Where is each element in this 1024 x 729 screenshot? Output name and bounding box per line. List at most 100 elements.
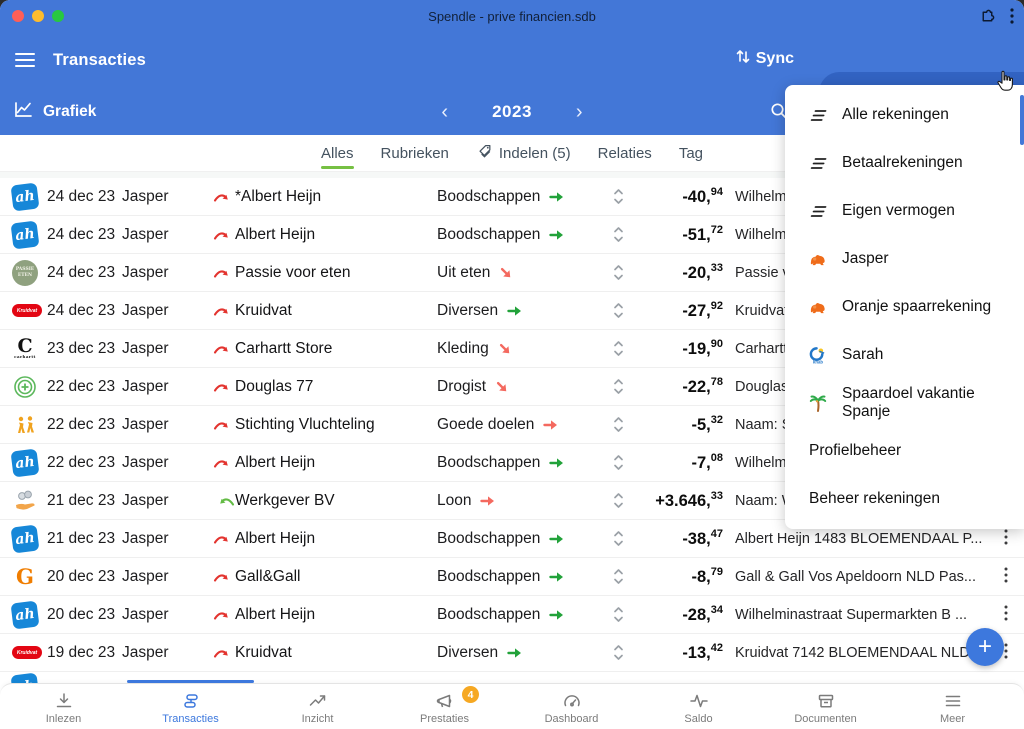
reorder-chevrons-icon[interactable] bbox=[612, 302, 638, 319]
menu-item-oranje-spaarrekening[interactable]: Oranje spaarrekening bbox=[785, 283, 1024, 331]
extension-puzzle-icon[interactable] bbox=[979, 8, 996, 25]
menu-item-label: Profielbeheer bbox=[809, 442, 902, 459]
year-navigation: ‹ 2023 › bbox=[0, 102, 1024, 122]
graph-toggle-button[interactable]: Grafiek bbox=[14, 100, 96, 123]
menu-item-eigen-vermogen[interactable]: Eigen vermogen bbox=[785, 187, 1024, 235]
row-kebab-menu-icon[interactable] bbox=[988, 567, 1024, 586]
kruidvat-logo: Kruidvat bbox=[12, 304, 42, 317]
filter-tab-relaties[interactable]: Relaties bbox=[598, 135, 652, 172]
sync-button[interactable]: Sync bbox=[736, 49, 794, 69]
close-window-button[interactable] bbox=[12, 10, 24, 22]
row-kebab-menu-icon[interactable] bbox=[988, 529, 1024, 548]
menu-item-alle-rekeningen[interactable]: Alle rekeningen bbox=[785, 91, 1024, 139]
bottom-tab-label: Meer bbox=[939, 713, 966, 725]
reorder-chevrons-icon[interactable] bbox=[612, 568, 638, 585]
account-person: Jasper bbox=[122, 453, 169, 471]
knab-icon: knab bbox=[809, 346, 827, 365]
payee-name: Albert Heijn bbox=[235, 453, 316, 471]
payee-name: Kruidvat bbox=[235, 643, 292, 661]
zoom-window-button[interactable] bbox=[52, 10, 64, 22]
bottom-tab-saldo[interactable]: Saldo bbox=[635, 684, 762, 729]
row-kebab-menu-icon[interactable] bbox=[988, 605, 1024, 624]
payee-name: Carhartt Store bbox=[235, 339, 333, 357]
account-person: Jasper bbox=[122, 301, 169, 319]
bottom-tab-inlezen[interactable]: Inlezen bbox=[0, 684, 127, 729]
menu-item-beheer-rekeningen[interactable]: Beheer rekeningen bbox=[785, 475, 1024, 523]
menu-item-betaalrekeningen[interactable]: Betaalrekeningen bbox=[785, 139, 1024, 187]
account-person: Jasper bbox=[122, 415, 169, 433]
transaction-date: 23 dec 23 bbox=[47, 339, 116, 357]
reorder-chevrons-icon[interactable] bbox=[612, 454, 638, 471]
window-kebab-menu-icon[interactable] bbox=[1010, 8, 1014, 24]
bottom-tab-dashboard[interactable]: Dashboard bbox=[508, 684, 635, 729]
bottom-tab-prestaties[interactable]: Prestaties 4 bbox=[381, 684, 508, 729]
category-cell: Goede doelen bbox=[437, 416, 612, 434]
category-label: Boodschappen bbox=[437, 453, 541, 471]
reorder-chevrons-icon[interactable] bbox=[612, 188, 638, 205]
menu-icon bbox=[943, 691, 963, 711]
transaction-row[interactable]: ah 20 dec 23 Jasper Albert Heijn Boodschappe… bbox=[0, 596, 1024, 634]
merchant-logo-cell: ah bbox=[10, 220, 47, 249]
transactions-icon bbox=[181, 691, 201, 711]
menu-hamburger-icon[interactable] bbox=[15, 53, 35, 67]
menu-item-profielbeheer[interactable]: Profielbeheer bbox=[785, 427, 1024, 475]
menu-item-jasper[interactable]: Jasper bbox=[785, 235, 1024, 283]
category-cell: Uit eten bbox=[437, 264, 612, 282]
bottom-tab-label: Prestaties bbox=[420, 713, 469, 725]
reorder-chevrons-icon[interactable] bbox=[612, 378, 638, 395]
menu-item-spaardoel-vakantie-spanje[interactable]: Spaardoel vakantie Spanje bbox=[785, 379, 1024, 427]
category-label: Uit eten bbox=[437, 263, 491, 281]
outgoing-arrow-icon bbox=[213, 608, 235, 621]
reorder-chevrons-icon[interactable] bbox=[612, 606, 638, 623]
account-person: Jasper bbox=[122, 567, 169, 585]
category-label: Diversen bbox=[437, 301, 499, 319]
reorder-chevrons-icon[interactable] bbox=[612, 264, 638, 281]
filter-tab-indelen-5-[interactable]: Indelen (5) bbox=[476, 135, 571, 172]
row-kebab-menu-icon[interactable] bbox=[988, 643, 1024, 662]
menu-item-label: Beheer rekeningen bbox=[809, 490, 940, 507]
table-gap bbox=[0, 172, 1024, 178]
bottom-tab-documenten[interactable]: Documenten bbox=[762, 684, 889, 729]
account-person: Jasper bbox=[122, 187, 169, 205]
menu-item-label: Alle rekeningen bbox=[842, 106, 949, 123]
outgoing-arrow-icon bbox=[213, 418, 235, 431]
transaction-date: 24 dec 23 bbox=[47, 301, 116, 319]
bottom-tab-transacties[interactable]: Transacties bbox=[127, 684, 254, 729]
add-transaction-button[interactable]: + bbox=[966, 628, 1004, 666]
category-cell: Boodschappen bbox=[437, 226, 612, 244]
transaction-date: 21 dec 23 bbox=[47, 491, 116, 509]
scrollbar-thumb[interactable] bbox=[1020, 95, 1024, 145]
transaction-row[interactable]: G 20 dec 23 Jasper Gall&Gall Boodschappen -8,… bbox=[0, 558, 1024, 596]
category-cell: Boodschappen bbox=[437, 530, 612, 548]
reorder-chevrons-icon[interactable] bbox=[612, 492, 638, 509]
filter-tab-rubrieken[interactable]: Rubrieken bbox=[381, 135, 449, 172]
merchant-logo-cell: PASSIE ETEN bbox=[12, 259, 47, 286]
transaction-amount: -28,34 bbox=[682, 604, 723, 624]
albert-heijn-logo: ah bbox=[10, 600, 40, 629]
trend-right-icon bbox=[507, 305, 522, 317]
reorder-chevrons-icon[interactable] bbox=[612, 644, 638, 661]
bottom-tab-inzicht[interactable]: Inzicht bbox=[254, 684, 381, 729]
archive-icon bbox=[816, 691, 836, 711]
transaction-date: 24 dec 23 bbox=[47, 187, 116, 205]
transaction-row[interactable]: Kruidvat 19 dec 23 Jasper Kruidvat Diversen -… bbox=[0, 634, 1024, 672]
outgoing-arrow-icon bbox=[213, 266, 235, 279]
transaction-description: Kruidvat 7142 BLOEMENDAAL NLD... bbox=[735, 644, 982, 661]
reorder-chevrons-icon[interactable] bbox=[612, 340, 638, 357]
minimize-window-button[interactable] bbox=[32, 10, 44, 22]
previous-year-button[interactable]: ‹ bbox=[441, 100, 449, 123]
transaction-amount: -38,47 bbox=[682, 528, 723, 548]
category-cell: Boodschappen bbox=[437, 188, 612, 206]
payee-name: Albert Heijn bbox=[235, 529, 316, 547]
next-year-button[interactable]: › bbox=[575, 100, 583, 123]
reorder-chevrons-icon[interactable] bbox=[612, 530, 638, 547]
reorder-chevrons-icon[interactable] bbox=[612, 226, 638, 243]
sync-arrows-icon bbox=[736, 49, 750, 69]
reorder-chevrons-icon[interactable] bbox=[612, 416, 638, 433]
bottom-tab-meer[interactable]: Meer bbox=[889, 684, 1016, 729]
menu-item-sarah[interactable]: knab Sarah bbox=[785, 331, 1024, 379]
filter-tab-label: Rubrieken bbox=[380, 144, 449, 162]
filter-tab-tag[interactable]: Tag bbox=[679, 135, 703, 172]
filter-tab-alles[interactable]: Alles bbox=[321, 135, 354, 172]
